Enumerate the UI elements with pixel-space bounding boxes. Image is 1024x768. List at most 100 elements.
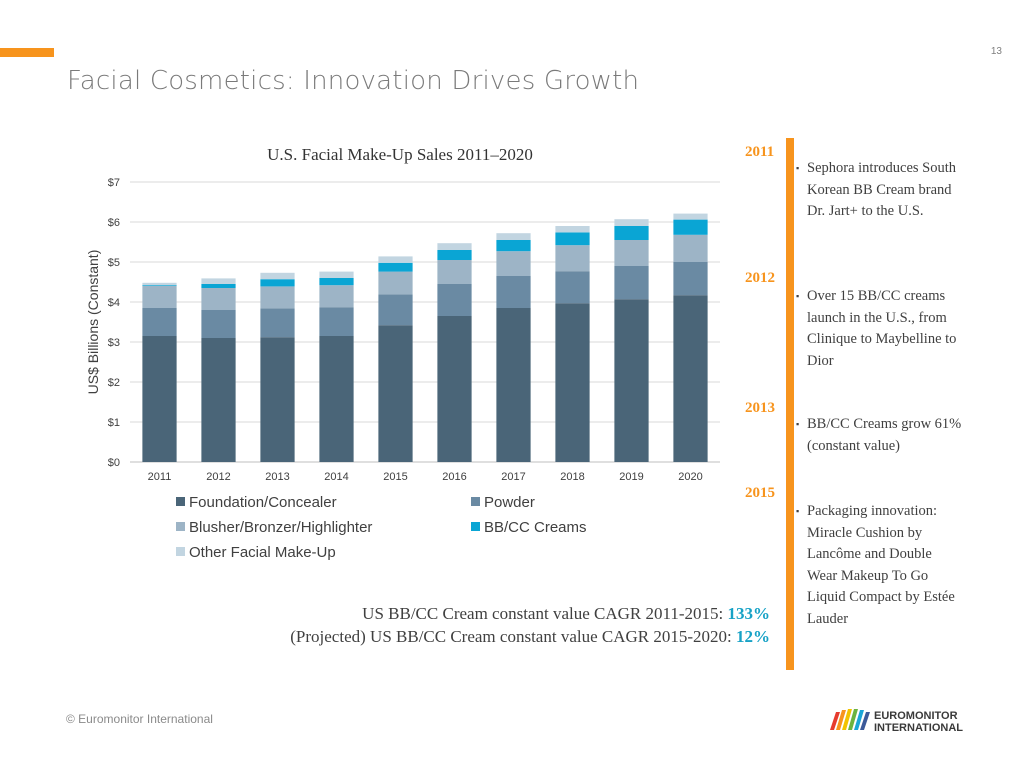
bar-segment: [614, 299, 649, 462]
bar-segment: [496, 308, 531, 462]
x-tick-label: 2020: [678, 471, 702, 483]
x-tick-label: 2016: [442, 471, 466, 483]
legend-label: BB/CC Creams: [484, 519, 587, 536]
legend-item-powder: Powder: [471, 494, 535, 511]
bar-segment: [201, 278, 236, 284]
bar-segment: [201, 284, 236, 288]
legend-label: Powder: [484, 494, 535, 511]
x-tick-label: 2017: [501, 471, 525, 483]
bar-segment: [555, 303, 590, 462]
bar-segment: [555, 245, 590, 272]
y-axis-label: US$ Billions (Constant): [85, 250, 101, 395]
timeline-text: ▪ Sephora introduces South Korean BB Cre…: [796, 158, 964, 223]
y-tick-label: $2: [108, 377, 120, 389]
bar-segment: [142, 285, 177, 286]
timeline-text: ▪ BB/CC Creams grow 61% (constant value): [796, 414, 964, 457]
legend-item-foundation: Foundation/Concealer: [176, 494, 337, 511]
legend-swatch: [176, 547, 185, 556]
y-tick-label: $6: [108, 217, 120, 229]
logo-stripes-icon: [830, 709, 870, 730]
timeline-text: ▪ Over 15 BB/CC creams launch in the U.S…: [796, 286, 964, 372]
bar-segment: [437, 260, 472, 284]
bar-segment: [496, 233, 531, 240]
slide-title: Facial Cosmetics: Innovation Drives Grow…: [67, 66, 640, 96]
bar-segment: [614, 240, 649, 266]
timeline-body: Over 15 BB/CC creams launch in the U.S.,…: [807, 288, 957, 369]
bar-segment: [378, 262, 413, 272]
timeline-body: Packaging innovation: Miracle Cushion by…: [807, 503, 955, 627]
footer-copyright: © Euromonitor International: [66, 712, 213, 726]
page-number: 13: [990, 46, 1002, 57]
cagr-label: US BB/CC Cream constant value CAGR 2011-…: [362, 604, 724, 623]
bar-segment: [378, 256, 413, 263]
x-tick-label: 2013: [265, 471, 289, 483]
bar-segment: [673, 262, 708, 296]
bar-segment: [437, 250, 472, 260]
bar-segment: [378, 294, 413, 326]
bar-segment: [614, 226, 649, 240]
bar-segment: [614, 219, 649, 226]
accent-bar: [0, 48, 54, 57]
y-tick-label: $5: [108, 257, 120, 269]
bar-segment: [260, 272, 295, 280]
y-tick-label: $0: [108, 457, 120, 469]
bar-segment: [496, 251, 531, 276]
x-tick-label: 2011: [148, 471, 172, 483]
legend-swatch: [176, 522, 185, 531]
bar-segment: [378, 325, 413, 462]
bar-segment: [378, 271, 413, 295]
timeline-body: Sephora introduces South Korean BB Cream…: [807, 160, 957, 219]
cagr-label: (Projected) US BB/CC Cream constant valu…: [290, 627, 732, 646]
bar-segment: [555, 271, 590, 304]
bar-segment: [437, 243, 472, 250]
y-tick-label: $3: [108, 337, 120, 349]
x-tick-label: 2012: [206, 471, 230, 483]
bar-segment: [319, 271, 354, 278]
bar-segment: [142, 336, 177, 462]
x-tick-label: 2015: [383, 471, 407, 483]
legend-swatch: [471, 497, 480, 506]
x-tick-label: 2018: [560, 471, 584, 483]
bar-segment: [201, 288, 236, 310]
legend-item-blusher: Blusher/Bronzer/Highlighter: [176, 519, 372, 536]
x-tick-label: 2019: [619, 471, 643, 483]
timeline-year: 2013: [745, 400, 775, 416]
bar-segment: [260, 279, 295, 287]
cagr-value: 12%: [736, 627, 770, 646]
bar-segment: [496, 240, 531, 252]
bar-segment: [496, 276, 531, 308]
timeline-year: 2012: [745, 270, 775, 286]
stacked-bar-chart: $0 $1 $2 $3 $4 $5 $6 $7 US$ Billions (Constant) 2…: [85, 177, 720, 483]
y-tick-label: $4: [108, 297, 120, 309]
bullet-icon: ▪: [796, 419, 800, 429]
bar-segment: [260, 308, 295, 338]
bar-segment: [201, 310, 236, 338]
timeline-text: ▪ Packaging innovation: Miracle Cushion …: [796, 501, 964, 630]
timeline-body: BB/CC Creams grow 61% (constant value): [807, 416, 962, 454]
legend-label: Other Facial Make-Up: [189, 544, 336, 561]
bar-segment: [673, 213, 708, 220]
bar-segment: [319, 285, 354, 308]
bar-segment: [555, 226, 590, 233]
bar-segment: [142, 286, 177, 308]
logo-text-line1: EUROMONITOR: [874, 710, 958, 722]
bar-segment: [614, 266, 649, 300]
chart-title: U.S. Facial Make-Up Sales 2011–2020: [267, 145, 533, 164]
y-tick-label: $1: [108, 417, 120, 429]
bar-segment: [319, 336, 354, 462]
bar-segment: [319, 307, 354, 336]
bullet-icon: ▪: [796, 291, 800, 301]
euromonitor-logo: EUROMONITOR INTERNATIONAL: [830, 709, 963, 734]
cagr-line-1: US BB/CC Cream constant value CAGR 2011-…: [10, 604, 770, 624]
bar-segment: [142, 308, 177, 336]
y-tick-label: $7: [108, 177, 120, 189]
legend-item-other: Other Facial Make-Up: [176, 544, 336, 561]
x-tick-label: 2014: [324, 471, 348, 483]
legend-label: Blusher/Bronzer/Highlighter: [189, 519, 373, 536]
timeline-bar: [786, 138, 794, 670]
bar-segment: [555, 232, 590, 246]
bar-segment: [673, 219, 708, 235]
bar-segment: [201, 338, 236, 462]
timeline-year: 2015: [745, 485, 775, 501]
legend-item-bbcc: BB/CC Creams: [471, 519, 587, 536]
